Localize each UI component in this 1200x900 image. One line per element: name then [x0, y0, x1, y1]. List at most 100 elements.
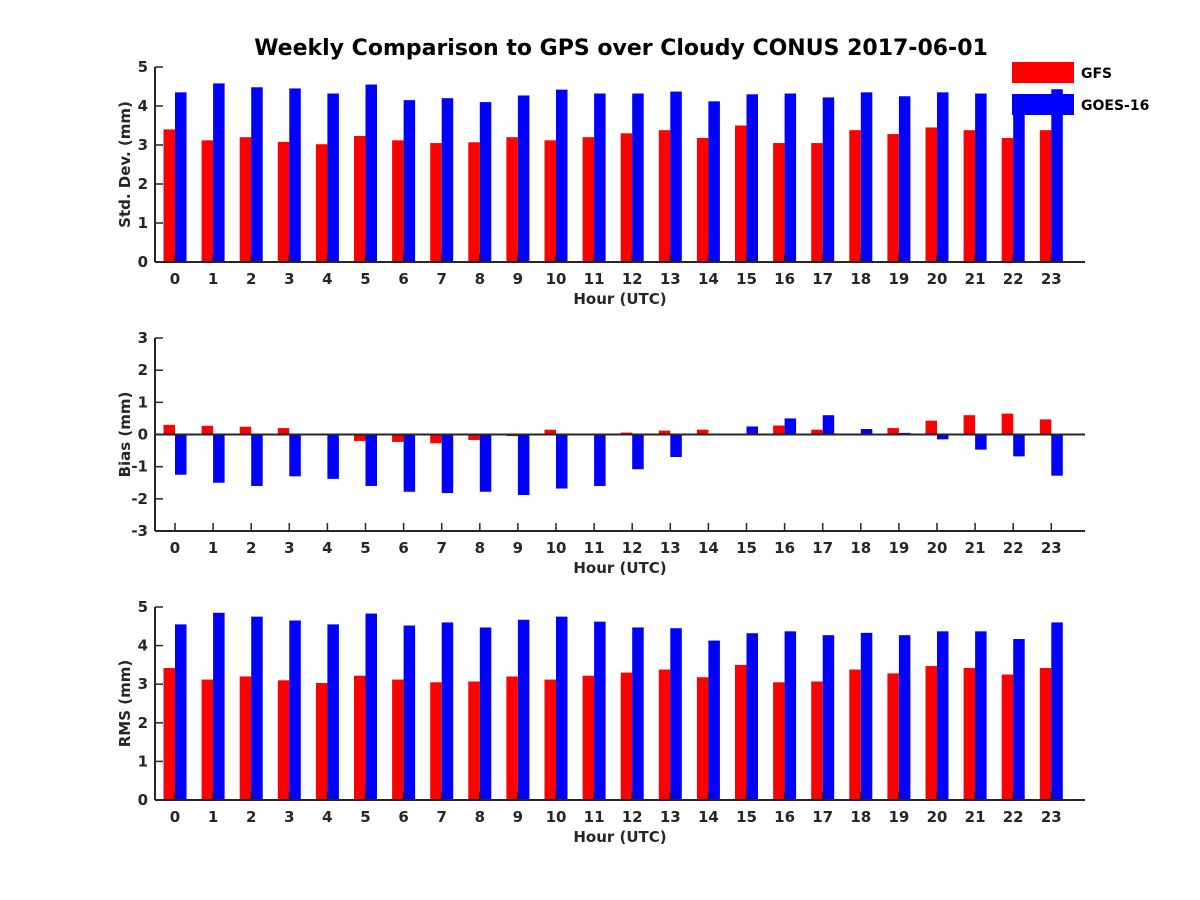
bar-gfs-3	[277, 428, 290, 435]
x-tick-label: 2	[246, 539, 256, 557]
bar-goes16-12	[632, 93, 644, 263]
bar-goes16-5	[365, 434, 377, 486]
x-tick-label: 21	[965, 808, 986, 826]
bar-goes16-8	[479, 627, 492, 800]
bar-goes16-18	[860, 92, 873, 262]
bar-gfs-9	[506, 137, 518, 262]
bar-gfs-8	[468, 681, 480, 800]
bar-goes16-14	[708, 101, 720, 262]
bar-goes16-4	[327, 624, 339, 800]
bar-goes16-10	[556, 434, 568, 489]
x-tick-label: 7	[436, 808, 446, 826]
x-tick-label: 1	[208, 808, 218, 826]
x-tick-label: 6	[398, 270, 408, 288]
bar-gfs-18	[849, 669, 861, 800]
bar-gfs-23	[1039, 419, 1052, 435]
x-tick-label: 19	[888, 539, 909, 557]
bar-gfs-6	[392, 140, 404, 262]
x-tick-label: 20	[927, 808, 948, 826]
x-tick-label: 11	[584, 270, 605, 288]
x-tick-label: 9	[513, 539, 523, 557]
x-tick-label: 18	[850, 539, 871, 557]
y-tick-label: 2	[138, 175, 148, 193]
x-tick-label: 12	[622, 270, 643, 288]
x-tick-label: 3	[284, 539, 294, 557]
x-tick-label: 6	[398, 808, 408, 826]
bar-goes16-17	[822, 635, 835, 800]
x-tick-label: 10	[546, 808, 567, 826]
bar-gfs-20	[925, 127, 937, 262]
bar-goes16-9	[517, 434, 530, 495]
bar-goes16-12	[632, 434, 644, 470]
bar-gfs-13	[658, 430, 671, 435]
legend-label-goes16: GOES-16	[1081, 98, 1149, 114]
x-tick-label: 9	[513, 808, 523, 826]
bar-goes16-20	[937, 92, 949, 262]
x-tick-label: 0	[170, 808, 180, 826]
bar-goes16-2	[251, 87, 263, 262]
bar-gfs-17	[811, 143, 823, 262]
bar-goes16-3	[289, 620, 301, 800]
bar-gfs-23	[1039, 130, 1052, 262]
x-tick-label: 14	[698, 270, 719, 288]
bar-gfs-8	[468, 434, 480, 440]
y-tick-label: -2	[131, 490, 148, 508]
bar-gfs-6	[392, 434, 404, 442]
bar-goes16-16	[784, 631, 797, 800]
bar-gfs-15	[735, 125, 747, 262]
y-tick-label: 4	[138, 637, 148, 655]
x-tick-label: 22	[1003, 270, 1024, 288]
x-tick-label: 16	[774, 808, 795, 826]
bar-gfs-19	[887, 428, 899, 435]
bar-gfs-17	[811, 681, 823, 800]
legend: GFS GOES-16	[1012, 62, 1149, 115]
x-tick-label: 4	[322, 539, 332, 557]
bar-gfs-9	[506, 676, 518, 800]
x-axis-label: Hour (UTC)	[573, 290, 666, 308]
y-tick-label: 3	[138, 675, 148, 693]
legend-swatch-gfs	[1012, 62, 1074, 83]
bar-gfs-0	[163, 667, 175, 800]
bar-goes16-7	[441, 622, 454, 800]
bar-goes16-13	[670, 628, 682, 800]
bar-gfs-6	[392, 679, 404, 800]
bar-gfs-15	[735, 664, 747, 800]
y-tick-label: 1	[138, 214, 148, 232]
bar-goes16-3	[289, 88, 301, 262]
legend-label-gfs: GFS	[1081, 66, 1112, 82]
bar-gfs-22	[1001, 413, 1014, 435]
y-tick-label: -1	[131, 458, 148, 476]
x-tick-label: 9	[513, 270, 523, 288]
bar-goes16-10	[556, 89, 568, 263]
x-tick-label: 15	[736, 808, 757, 826]
bar-goes16-17	[822, 415, 835, 435]
bar-gfs-7	[430, 434, 442, 444]
bar-goes16-1	[213, 83, 225, 262]
chart-title: Weekly Comparison to GPS over Cloudy CON…	[254, 36, 988, 61]
x-tick-label: 12	[622, 539, 643, 557]
bar-goes16-6	[403, 625, 416, 800]
bar-gfs-10	[544, 429, 556, 435]
bar-goes16-7	[441, 98, 454, 262]
bar-gfs-0	[163, 424, 175, 435]
bar-gfs-14	[696, 429, 709, 435]
x-tick-label: 10	[546, 539, 567, 557]
bar-goes16-21	[975, 434, 987, 450]
x-tick-label: 23	[1041, 539, 1062, 557]
bar-goes16-9	[517, 619, 530, 800]
bar-goes16-3	[289, 434, 301, 477]
bar-goes16-15	[746, 94, 758, 262]
y-tick-label: 3	[138, 136, 148, 154]
bar-gfs-5	[354, 675, 366, 800]
bar-goes16-22	[1013, 102, 1025, 262]
bar-gfs-16	[773, 425, 785, 435]
x-tick-label: 16	[774, 539, 795, 557]
x-tick-label: 15	[736, 270, 757, 288]
bar-goes16-23	[1051, 89, 1063, 262]
x-tick-label: 13	[660, 539, 681, 557]
bar-gfs-23	[1039, 667, 1052, 800]
x-tick-label: 20	[927, 539, 948, 557]
x-tick-label: 8	[475, 539, 485, 557]
